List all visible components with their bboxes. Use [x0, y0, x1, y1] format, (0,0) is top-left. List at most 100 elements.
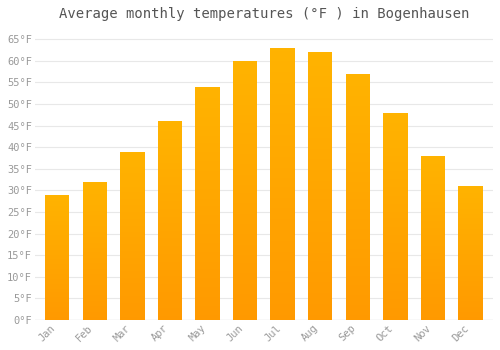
Bar [45, 246, 70, 247]
Bar [158, 141, 182, 143]
Bar [233, 304, 258, 307]
Bar [158, 266, 182, 268]
Bar [383, 185, 407, 187]
Bar [158, 129, 182, 131]
Bar [270, 119, 295, 121]
Bar [45, 307, 70, 309]
Bar [158, 308, 182, 310]
Bar [233, 87, 258, 89]
Bar [196, 201, 220, 203]
Bar [158, 167, 182, 169]
Bar [270, 86, 295, 89]
Bar [82, 247, 107, 248]
Bar [270, 222, 295, 225]
Bar [383, 191, 407, 194]
Bar [270, 168, 295, 170]
Bar [270, 124, 295, 127]
Bar [120, 290, 144, 291]
Bar [308, 90, 332, 92]
Bar [196, 231, 220, 234]
Bar [308, 65, 332, 68]
Bar [82, 299, 107, 301]
Bar [158, 147, 182, 149]
Bar [196, 238, 220, 241]
Bar [158, 127, 182, 129]
Bar [458, 202, 482, 203]
Bar [458, 310, 482, 312]
Bar [420, 225, 445, 226]
Bar [120, 224, 144, 226]
Bar [308, 242, 332, 245]
Bar [196, 171, 220, 173]
Bar [196, 236, 220, 238]
Bar [158, 298, 182, 300]
Bar [233, 247, 258, 250]
Bar [383, 125, 407, 127]
Bar [233, 292, 258, 294]
Bar [346, 281, 370, 283]
Bar [196, 131, 220, 133]
Bar [420, 226, 445, 228]
Bar [120, 180, 144, 182]
Bar [120, 259, 144, 261]
Bar [420, 166, 445, 167]
Bar [82, 193, 107, 194]
Bar [196, 264, 220, 266]
Bar [346, 118, 370, 120]
Bar [196, 269, 220, 271]
Bar [308, 205, 332, 208]
Bar [346, 86, 370, 89]
Bar [458, 237, 482, 238]
Bar [383, 152, 407, 154]
Bar [196, 273, 220, 276]
Bar [196, 103, 220, 105]
Bar [233, 123, 258, 126]
Bar [346, 93, 370, 96]
Bar [45, 300, 70, 301]
Bar [270, 127, 295, 130]
Bar [270, 67, 295, 70]
Bar [420, 281, 445, 282]
Bar [308, 191, 332, 194]
Bar [270, 170, 295, 173]
Bar [196, 138, 220, 140]
Bar [346, 145, 370, 148]
Bar [270, 146, 295, 148]
Bar [308, 135, 332, 138]
Bar [270, 271, 295, 274]
Bar [308, 307, 332, 309]
Bar [270, 162, 295, 165]
Bar [420, 186, 445, 187]
Bar [158, 284, 182, 286]
Bar [346, 140, 370, 143]
Bar [82, 317, 107, 318]
Bar [270, 282, 295, 285]
Bar [82, 184, 107, 186]
Bar [458, 230, 482, 232]
Bar [270, 249, 295, 252]
Bar [458, 238, 482, 240]
Bar [82, 225, 107, 226]
Bar [383, 262, 407, 264]
Bar [270, 62, 295, 64]
Bar [158, 316, 182, 318]
Bar [270, 298, 295, 301]
Bar [308, 186, 332, 189]
Bar [420, 205, 445, 207]
Bar [346, 165, 370, 167]
Bar [120, 200, 144, 202]
Bar [233, 216, 258, 219]
Bar [158, 189, 182, 191]
Bar [158, 270, 182, 272]
Bar [233, 69, 258, 71]
Bar [120, 293, 144, 295]
Bar [270, 225, 295, 228]
Bar [420, 315, 445, 317]
Bar [346, 315, 370, 317]
Bar [346, 81, 370, 84]
Bar [45, 226, 70, 227]
Bar [346, 219, 370, 222]
Bar [233, 266, 258, 268]
Bar [346, 283, 370, 286]
Bar [270, 252, 295, 255]
